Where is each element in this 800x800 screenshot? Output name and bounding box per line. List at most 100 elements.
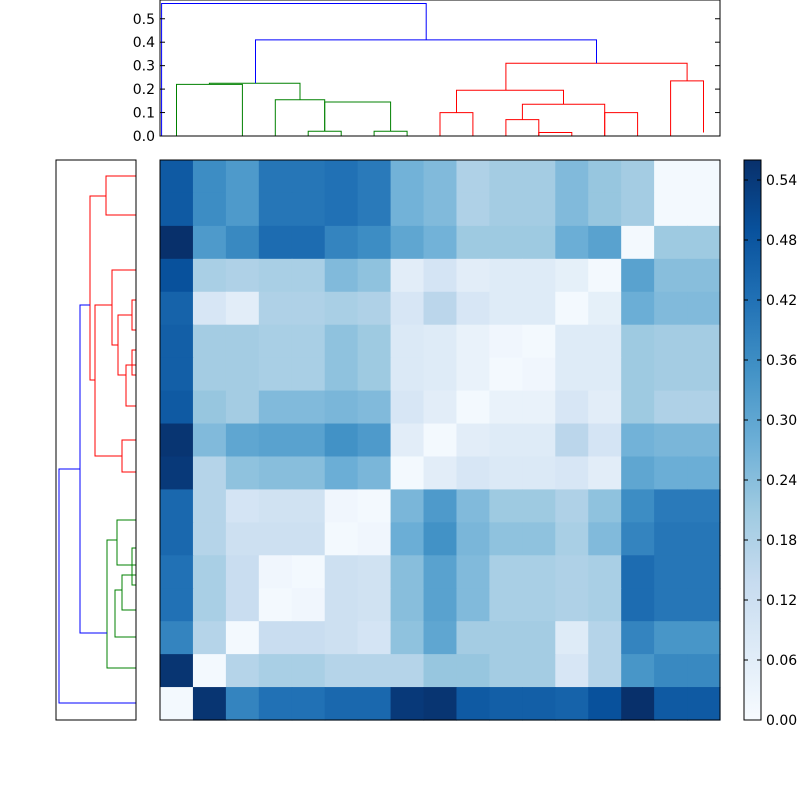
heatmap-cell <box>621 390 655 425</box>
heatmap-cell <box>654 324 688 359</box>
heatmap-cell <box>258 621 293 655</box>
heatmap-cell <box>456 390 491 425</box>
heatmap-cell <box>654 654 688 688</box>
colorbar-tick-label: 0.54 <box>766 173 797 189</box>
heatmap-cell <box>258 522 293 556</box>
heatmap-cell <box>456 225 491 260</box>
heatmap-cell <box>192 390 227 425</box>
heatmap-cell <box>687 621 721 655</box>
heatmap-cell <box>225 160 260 194</box>
heatmap-cell <box>621 522 655 556</box>
heatmap-cell <box>687 489 721 523</box>
heatmap-cell <box>489 192 523 227</box>
top-dendrogram-tick-label: 0.2 <box>133 82 155 98</box>
top-dendrogram-tick-label: 0.1 <box>133 106 155 122</box>
heatmap-cell <box>489 291 523 326</box>
heatmap-cell <box>522 423 556 458</box>
heatmap-cell <box>192 160 227 194</box>
heatmap-cell <box>192 621 227 655</box>
heatmap-cell <box>555 258 589 293</box>
heatmap-cell <box>456 456 491 491</box>
heatmap-cell <box>621 357 655 392</box>
heatmap-cell <box>423 687 458 721</box>
heatmap-cell <box>160 654 194 688</box>
heatmap-cell <box>160 225 194 260</box>
heatmap-cell <box>423 489 458 523</box>
heatmap-cell <box>522 225 556 260</box>
heatmap-cell <box>160 489 194 523</box>
left-dendrogram <box>55 159 137 721</box>
heatmap-cell <box>456 687 491 721</box>
heatmap-cell <box>225 357 260 392</box>
heatmap-cell <box>423 588 458 622</box>
heatmap-cell <box>291 423 326 458</box>
top-dendrogram-link <box>439 112 474 136</box>
left-dendrogram-link <box>79 304 107 634</box>
heatmap-cell <box>654 225 688 260</box>
heatmap-cell <box>390 357 425 392</box>
heatmap-cell <box>588 654 622 688</box>
heatmap-cell <box>489 489 523 523</box>
heatmap-cell <box>390 160 425 194</box>
heatmap-cell <box>192 324 227 359</box>
heatmap-cell <box>588 621 622 655</box>
heatmap-cell <box>225 423 260 458</box>
heatmap-cell <box>588 522 622 556</box>
heatmap-cell <box>291 456 326 491</box>
top-dendrogram-link <box>255 39 597 84</box>
heatmap-cell <box>324 390 359 425</box>
left-dendrogram-link <box>111 269 136 346</box>
heatmap-cell <box>324 357 359 392</box>
heatmap-cell <box>687 225 721 260</box>
heatmap-cell <box>522 456 556 491</box>
heatmap-cell <box>423 522 458 556</box>
heatmap-cell <box>456 423 491 458</box>
heatmap-cell <box>192 588 227 622</box>
heatmap-cell <box>423 225 458 260</box>
heatmap-cell <box>324 423 359 458</box>
heatmap-cell <box>489 456 523 491</box>
heatmap-cell <box>324 687 359 721</box>
heatmap-cell <box>456 489 491 523</box>
heatmap-cell <box>423 192 458 227</box>
heatmap-cell <box>555 225 589 260</box>
heatmap-cell <box>390 588 425 622</box>
heatmap-cell <box>423 324 458 359</box>
heatmap-cell <box>225 291 260 326</box>
heatmap-cell <box>489 258 523 293</box>
heatmap-cell <box>291 489 326 523</box>
heatmap-cell <box>324 160 359 194</box>
heatmap-cell <box>225 225 260 260</box>
heatmap-cell <box>160 390 194 425</box>
heatmap-cell <box>621 489 655 523</box>
heatmap-cell <box>357 291 392 326</box>
heatmap-cell <box>489 225 523 260</box>
heatmap-cell <box>291 687 326 721</box>
heatmap-cell <box>258 160 293 194</box>
left-dendrogram-link <box>125 364 136 407</box>
heatmap-cell <box>160 687 194 721</box>
heatmap-cell <box>160 522 194 556</box>
heatmap-cell <box>192 225 227 260</box>
heatmap-cell <box>522 192 556 227</box>
heatmap-cell <box>192 489 227 523</box>
heatmap-cell <box>654 291 688 326</box>
heatmap-cell <box>258 192 293 227</box>
heatmap-cell <box>687 357 721 392</box>
top-dendrogram-tick-label: 0.4 <box>133 35 155 51</box>
heatmap-cell <box>390 489 425 523</box>
heatmap-cell <box>654 258 688 293</box>
heatmap-cell <box>621 160 655 194</box>
heatmap-cell <box>291 621 326 655</box>
heatmap-cell <box>258 390 293 425</box>
heatmap-cell <box>160 588 194 622</box>
top-dendrogram-link <box>521 103 606 136</box>
colorbar-tick-label: 0.36 <box>766 353 797 369</box>
heatmap-cell <box>522 654 556 688</box>
heatmap-cell <box>456 522 491 556</box>
heatmap-cell <box>357 522 392 556</box>
heatmap-cell <box>160 621 194 655</box>
heatmap-cell <box>555 588 589 622</box>
heatmap-cell <box>258 489 293 523</box>
heatmap-cell <box>687 192 721 227</box>
